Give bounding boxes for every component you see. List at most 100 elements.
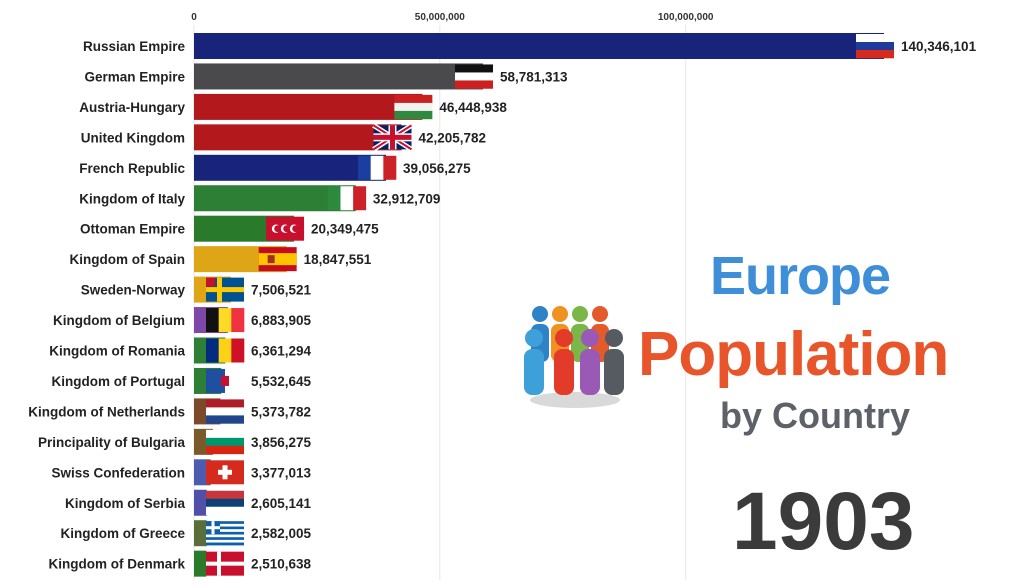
- value-label: 58,781,313: [500, 69, 568, 84]
- category-label: Kingdom of Serbia: [65, 496, 185, 511]
- category-label: Russian Empire: [83, 39, 186, 54]
- value-label: 5,532,645: [251, 374, 312, 389]
- bar: [194, 550, 207, 577]
- value-label: 2,605,141: [251, 496, 312, 511]
- bar-group: German Empire 58,781,313: [84, 63, 568, 90]
- flag-icon: [856, 34, 894, 59]
- value-label: 20,349,475: [311, 222, 379, 237]
- title-line-1: Europe: [710, 246, 891, 306]
- bar-group: United Kingdom 42,205,782: [81, 123, 487, 152]
- person-body: [604, 349, 624, 395]
- person-head: [532, 306, 548, 322]
- value-label: 2,510,638: [251, 557, 312, 572]
- category-label: Kingdom of Italy: [79, 191, 185, 206]
- category-label: Austria-Hungary: [79, 100, 185, 115]
- flag-icon: [206, 277, 244, 302]
- bar: [194, 63, 483, 90]
- category-label: Kingdom of Denmark: [48, 557, 185, 572]
- bar-group: Kingdom of Portugal 5,532,645: [52, 367, 312, 394]
- flag-icon: [206, 338, 245, 363]
- person-head: [552, 306, 568, 322]
- bar-group: Principality of Bulgaria 3,856,275: [38, 428, 312, 455]
- value-label: 39,056,275: [403, 161, 471, 176]
- category-label: Kingdom of Netherlands: [28, 404, 185, 419]
- bar: [194, 33, 884, 59]
- value-label: 18,847,551: [304, 252, 372, 267]
- people-group-icon: [524, 306, 624, 408]
- bar-group: Kingdom of Greece 2,582,005: [60, 520, 312, 547]
- flag-icon: [206, 429, 244, 455]
- category-label: Kingdom of Spain: [70, 252, 186, 267]
- person-head: [525, 329, 543, 347]
- category-label: Kingdom of Romania: [49, 344, 185, 359]
- category-label: Ottoman Empire: [80, 222, 186, 237]
- bar: [194, 489, 207, 516]
- title-block: Europe Population by Country 1903: [520, 245, 1020, 575]
- bar-group: Kingdom of Romania 6,361,294: [49, 337, 312, 364]
- flag-icon: [258, 247, 297, 272]
- value-label: 32,912,709: [373, 191, 441, 206]
- bar-group: French Republic 39,056,275: [79, 154, 471, 181]
- bar-group: Russian Empire 140,346,101: [83, 33, 977, 59]
- flag-icon: [206, 308, 245, 333]
- value-label: 2,582,005: [251, 526, 312, 541]
- title-line-3: by Country: [720, 395, 911, 436]
- category-label: Kingdom of Portugal: [52, 374, 185, 389]
- bar-group: Austria-Hungary 46,448,938: [79, 93, 507, 120]
- category-label: Kingdom of Belgium: [53, 313, 185, 328]
- person-body: [524, 349, 544, 395]
- bar-group: Kingdom of Spain 18,847,551: [70, 246, 372, 273]
- value-label: 3,377,013: [251, 465, 312, 480]
- value-label: 3,856,275: [251, 435, 312, 450]
- category-label: United Kingdom: [81, 130, 185, 145]
- flag-icon: [206, 368, 244, 393]
- flag-icon: [206, 490, 244, 516]
- flag-icon: [206, 521, 244, 546]
- category-label: French Republic: [79, 161, 185, 176]
- bar-group: Kingdom of Belgium 6,883,905: [53, 307, 312, 334]
- bar-group: Kingdom of Netherlands 5,373,782: [28, 398, 311, 425]
- bar-group: Kingdom of Italy 32,912,709: [79, 185, 441, 212]
- flag-icon: [372, 123, 413, 152]
- bar-group: Ottoman Empire 20,349,475: [80, 215, 379, 242]
- flag-icon: [266, 216, 305, 241]
- bar: [194, 124, 402, 151]
- category-label: Sweden-Norway: [81, 283, 186, 298]
- flag-icon: [454, 64, 493, 89]
- flag-icon: [206, 460, 244, 485]
- value-label: 7,506,521: [251, 283, 312, 298]
- x-tick-label: 100,000,000: [658, 12, 714, 23]
- category-label: Swiss Confederation: [51, 465, 185, 480]
- bar: [194, 154, 387, 181]
- person-head: [555, 329, 573, 347]
- bar-group: Sweden-Norway 7,506,521: [81, 276, 312, 303]
- person-head: [572, 306, 588, 322]
- value-label: 42,205,782: [419, 130, 487, 145]
- flag-icon: [206, 399, 244, 424]
- flag-icon: [327, 186, 367, 211]
- people-shadow: [530, 392, 620, 408]
- person-body: [580, 349, 600, 395]
- x-tick-label: 50,000,000: [415, 12, 465, 23]
- value-label: 5,373,782: [251, 404, 311, 419]
- bar-group: Kingdom of Serbia 2,605,141: [65, 489, 312, 516]
- category-label: Principality of Bulgaria: [38, 435, 186, 450]
- title-line-2: Population: [638, 320, 949, 389]
- value-label: 140,346,101: [901, 39, 977, 54]
- year-label: 1903: [732, 476, 915, 567]
- flag-icon: [206, 551, 244, 576]
- person-head: [581, 329, 599, 347]
- bar: [194, 520, 207, 547]
- person-body: [554, 349, 574, 395]
- flag-icon: [358, 155, 397, 180]
- category-label: Kingdom of Greece: [60, 526, 185, 541]
- bar: [194, 93, 423, 120]
- bar-group: Swiss Confederation 3,377,013: [51, 459, 312, 486]
- flag-icon: [394, 94, 433, 120]
- x-tick-label: 0: [191, 12, 197, 23]
- category-label: German Empire: [84, 69, 185, 84]
- value-label: 46,448,938: [439, 100, 507, 115]
- person-head: [605, 329, 623, 347]
